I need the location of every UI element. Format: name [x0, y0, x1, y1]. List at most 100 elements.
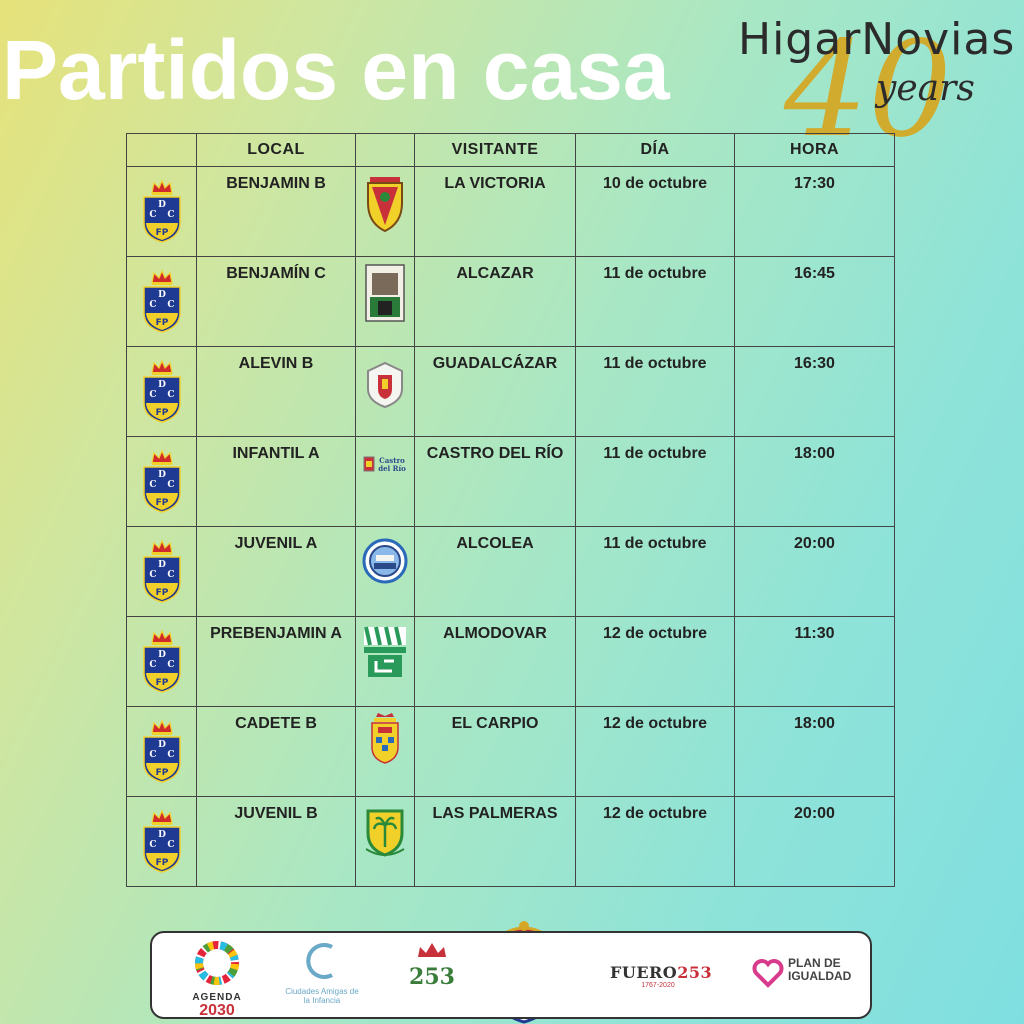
- away-crest-cell: [355, 796, 415, 887]
- away-crest-cell: [355, 616, 415, 707]
- svg-text:del Río: del Río: [378, 464, 406, 473]
- svg-text:C: C: [149, 300, 156, 310]
- date-cell: 11 de octubre: [575, 436, 735, 527]
- fuero-logo: FUERO253 1767-2020: [610, 963, 712, 989]
- local-team: BENJAMIN B: [226, 175, 326, 192]
- svg-text:FP: FP: [155, 678, 168, 688]
- visitor-team-cell: ALCAZAR: [414, 256, 576, 347]
- svg-text:FP: FP: [155, 228, 168, 238]
- match-time: 11:30: [794, 625, 835, 642]
- agenda-year: 2030: [199, 1002, 235, 1019]
- match-time: 20:00: [794, 535, 835, 552]
- local-team-cell: PREBENJAMIN A: [196, 616, 356, 707]
- local-team-cell: ALEVIN B: [196, 346, 356, 437]
- aniversario-253-logo: 253: [397, 941, 467, 990]
- home-crest-cell: D C C FP: [126, 436, 197, 527]
- away-crest-cell: Castro del Río: [355, 436, 415, 527]
- home-crest-cell: D C C FP: [126, 706, 197, 797]
- svg-text:C: C: [149, 390, 156, 400]
- local-team: PREBENJAMIN A: [210, 625, 342, 642]
- local-team: JUVENIL A: [234, 535, 318, 552]
- away-crest-cell: [355, 706, 415, 797]
- svg-text:C: C: [167, 660, 174, 670]
- header-visitante: VISITANTE: [414, 133, 576, 167]
- time-cell: 16:30: [734, 346, 895, 437]
- brand-years: years: [876, 68, 975, 109]
- visitor-team: CASTRO DEL RÍO: [426, 445, 564, 462]
- table-row: D C C FP PREBENJAMIN A ALMODOVAR 12 de octubre…: [126, 616, 895, 707]
- svg-text:D: D: [158, 740, 166, 750]
- svg-text:D: D: [158, 560, 166, 570]
- svg-text:C: C: [167, 390, 174, 400]
- date-cell: 11 de octubre: [575, 346, 735, 437]
- visitor-team: LA VICTORIA: [444, 175, 546, 192]
- header-hora: HORA: [734, 133, 895, 167]
- visitor-team-cell: ALMODOVAR: [414, 616, 576, 707]
- local-team-cell: CADETE B: [196, 706, 356, 797]
- away-crest-cell: [355, 526, 415, 617]
- date-cell: 11 de octubre: [575, 526, 735, 617]
- sponsor-bar: AGENDA 2030 Ciudades Amigas de la Infanc…: [150, 931, 872, 1019]
- el-carpio-crest-icon: [371, 713, 399, 764]
- home-crest-cell: D C C FP: [126, 526, 197, 617]
- svg-text:C: C: [167, 840, 174, 850]
- home-crest-cell: D C C FP: [126, 256, 197, 347]
- home-crest-cell: D C C FP: [126, 616, 197, 707]
- fixtures-table: LOCAL VISITANTE DÍA HORA D C C FP BENJAMIN B…: [126, 133, 895, 887]
- svg-text:FP: FP: [155, 588, 168, 598]
- fuero-years: 1767-2020: [641, 982, 675, 989]
- visitor-team-cell: EL CARPIO: [414, 706, 576, 797]
- svg-text:FP: FP: [155, 858, 168, 868]
- agenda-label: AGENDA: [192, 992, 242, 1003]
- cdfp-crest-icon: DC C FP: [142, 359, 181, 423]
- svg-text:C: C: [149, 570, 156, 580]
- time-cell: 20:00: [734, 796, 895, 887]
- match-date: 11 de octubre: [603, 535, 707, 552]
- table-header-row: LOCAL VISITANTE DÍA HORA: [126, 133, 895, 167]
- svg-text:C: C: [167, 480, 174, 490]
- match-date: 12 de octubre: [602, 715, 708, 732]
- heart-icon: [752, 959, 784, 988]
- svg-text:D: D: [158, 200, 166, 210]
- match-date: 10 de octubre: [602, 175, 708, 192]
- svg-text:D: D: [158, 290, 166, 300]
- svg-text:C: C: [149, 660, 156, 670]
- home-crest-cell: D C C FP: [126, 346, 197, 437]
- local-team-cell: JUVENIL A: [196, 526, 356, 617]
- svg-text:D: D: [158, 650, 166, 660]
- table-row: D C C FP JUVENIL B LAS PALMERAS 12 de octubre 2…: [126, 796, 895, 887]
- cdfp-crest-icon: DC C FP: [142, 809, 181, 873]
- cdfp-crest-icon: DC C FP: [142, 269, 181, 333]
- local-team: ALEVIN B: [238, 355, 314, 372]
- agenda-2030-logo: AGENDA 2030: [182, 941, 252, 1019]
- time-cell: 18:00: [734, 706, 895, 797]
- local-team-cell: BENJAMIN B: [196, 166, 356, 257]
- svg-text:D: D: [158, 380, 166, 390]
- ciudades-amigas-logo: Ciudades Amigas de la Infancia: [282, 939, 362, 1006]
- fuero-number: 253: [677, 963, 713, 982]
- visitor-team: ALMODOVAR: [443, 625, 547, 642]
- page-title: Partidos en casa: [2, 23, 670, 117]
- visitor-team-cell: LA VICTORIA: [414, 166, 576, 257]
- local-team: CADETE B: [235, 715, 317, 732]
- svg-text:C: C: [149, 210, 156, 220]
- match-time: 18:00: [794, 445, 835, 462]
- alcolea-crest-icon: [362, 538, 408, 584]
- cdfp-crest-icon: DC C FP: [142, 719, 181, 783]
- header-local: LOCAL: [196, 133, 356, 167]
- svg-text:FP: FP: [155, 318, 168, 328]
- svg-text:C: C: [167, 210, 174, 220]
- svg-text:C: C: [167, 300, 174, 310]
- las-palmeras-crest-icon: [365, 809, 405, 857]
- svg-text:FP: FP: [155, 768, 168, 778]
- date-cell: 12 de octubre: [575, 706, 735, 797]
- svg-text:C: C: [149, 750, 156, 760]
- plan-igualdad-logo: PLAN DE IGUALDAD: [752, 957, 852, 988]
- fuero-text: FUERO: [610, 963, 678, 982]
- ciudades-c-icon: [306, 943, 333, 979]
- header-crest-visitante: [355, 133, 415, 167]
- svg-text:C: C: [149, 480, 156, 490]
- visitor-team: EL CARPIO: [451, 715, 539, 732]
- match-date: 11 de octubre: [603, 265, 707, 282]
